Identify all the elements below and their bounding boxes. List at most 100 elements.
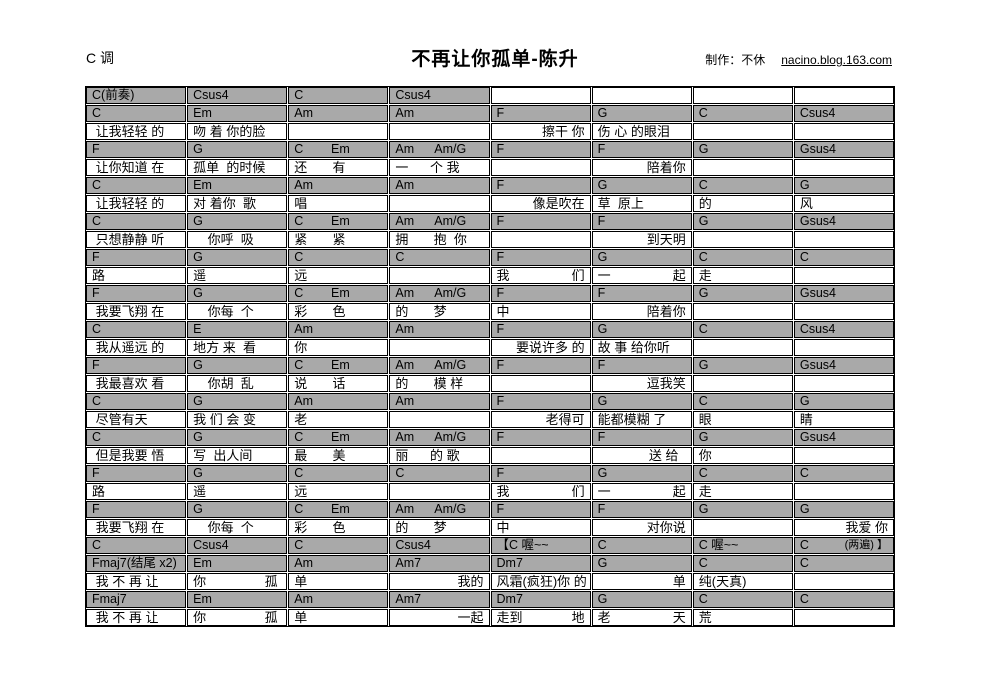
chord-cell: G — [591, 105, 692, 122]
lyric-cell: 单 — [591, 573, 692, 590]
lyric-cell — [692, 123, 793, 140]
chord-cell: Gsus4 — [793, 285, 894, 302]
lyric-cell: 到天明 — [591, 231, 692, 248]
chord-cell: C 喔~~ — [692, 537, 793, 554]
lyric-cell — [793, 303, 894, 320]
chord-cell: Csus4 — [389, 537, 490, 554]
lyric-cell: 老得可 — [490, 411, 591, 428]
chord-cell: C — [793, 555, 894, 572]
lyric-cell: 远 — [288, 483, 389, 500]
chord-cell: G — [793, 393, 894, 410]
lyric-cell: 我要飞翔 在 — [86, 519, 187, 536]
chord-cell: G — [591, 321, 692, 338]
lyric-cell: 我爱 你 — [793, 519, 894, 536]
lyric-cell: 让我轻轻 的 — [86, 195, 187, 212]
chord-cell: G — [793, 501, 894, 518]
chord-cell: Gsus4 — [793, 141, 894, 158]
chord-cell: Am — [288, 105, 389, 122]
chord-cell: C — [692, 105, 793, 122]
chord-cell: C — [692, 555, 793, 572]
lyric-cell: 一起 — [389, 609, 490, 626]
lyric-cell: 老 — [288, 411, 389, 428]
chord-cell: Am — [389, 177, 490, 194]
chord-cell: G — [187, 249, 288, 266]
chord-cell: Am Am/G — [389, 213, 490, 230]
lyric-cell: 擦干 你 — [490, 123, 591, 140]
chord-cell: Am Am/G — [389, 501, 490, 518]
lyric-cell: 唱 — [288, 195, 389, 212]
lyric-cell: 伤 心 的眼泪 — [591, 123, 692, 140]
lyric-cell — [793, 267, 894, 284]
lyric-cell: 我们 — [490, 267, 591, 284]
lyric-cell: 草 原上 — [591, 195, 692, 212]
cell-part-left: 老 — [597, 610, 611, 625]
lyric-cell — [793, 339, 894, 356]
lyric-cell — [389, 483, 490, 500]
lyric-cell: 走 — [692, 483, 793, 500]
lyric-cell: 逗我笑 — [591, 375, 692, 392]
chord-cell: F — [86, 141, 187, 158]
chord-cell: F — [490, 213, 591, 230]
lyric-cell: 中 — [490, 519, 591, 536]
chord-cell: F — [86, 357, 187, 374]
chord-cell: C — [86, 177, 187, 194]
chord-cell: C — [692, 591, 793, 608]
chord-cell: Em — [187, 177, 288, 194]
chord-cell: Am — [389, 393, 490, 410]
chord-cell: C Em — [288, 429, 389, 446]
lyric-cell: 像是吹在 — [490, 195, 591, 212]
lyric-cell — [389, 411, 490, 428]
chord-cell: G — [187, 501, 288, 518]
lyric-cell: 睛 — [793, 411, 894, 428]
chord-cell: Am — [288, 177, 389, 194]
chord-cell: G — [187, 213, 288, 230]
lyric-cell: 眼 — [692, 411, 793, 428]
lyric-cell — [793, 231, 894, 248]
chord-cell: G — [692, 357, 793, 374]
chord-cell: Am — [389, 105, 490, 122]
chord-cell: C Em — [288, 357, 389, 374]
lyric-cell: 地方 来 看 — [187, 339, 288, 356]
chord-cell: C — [288, 87, 389, 104]
cell-part-right: 起 — [672, 268, 686, 283]
lyric-cell — [490, 159, 591, 176]
lyric-cell: 陪着你 — [591, 159, 692, 176]
lyric-cell — [389, 195, 490, 212]
credit-link[interactable]: nacino.blog.163.com — [781, 53, 892, 67]
key-label: C 调 — [86, 50, 114, 66]
chord-cell: Dm7 — [490, 591, 591, 608]
chord-cell: F — [490, 249, 591, 266]
lyric-cell — [490, 231, 591, 248]
lyric-cell: 我 不 再 让 — [86, 609, 187, 626]
chord-cell: Gsus4 — [793, 213, 894, 230]
lyric-cell: 你每 个 — [187, 303, 288, 320]
lyric-cell: 远 — [288, 267, 389, 284]
cell-part-left: 我 — [496, 484, 510, 499]
lyric-cell — [692, 159, 793, 176]
cell-part-right: 地 — [571, 610, 585, 625]
chord-cell: Am — [389, 321, 490, 338]
cell-part-right: 天 — [672, 610, 686, 625]
lyric-cell: 你 — [692, 447, 793, 464]
lyric-cell: 对 着你 歌 — [187, 195, 288, 212]
lyric-cell: 我 不 再 让 — [86, 573, 187, 590]
lyric-cell — [793, 159, 894, 176]
chord-cell: Em — [187, 591, 288, 608]
chord-cell: C — [288, 465, 389, 482]
credit-label: 制作：不休 — [705, 53, 766, 67]
lyric-cell: 你孤 — [187, 609, 288, 626]
lyric-cell: 单 — [288, 573, 389, 590]
chord-cell: F — [86, 465, 187, 482]
lyric-cell — [389, 267, 490, 284]
lyric-cell: 让你知道 在 — [86, 159, 187, 176]
chord-cell: Am — [288, 393, 389, 410]
chord-cell: F — [591, 357, 692, 374]
chord-cell: C — [591, 537, 692, 554]
chord-cell: C — [692, 393, 793, 410]
cell-part-right: (两遍) 】 — [844, 539, 888, 551]
chord-cell: F — [591, 429, 692, 446]
cell-part-left: 你 — [193, 610, 207, 625]
lyric-cell: 但是我要 悟 — [86, 447, 187, 464]
lyric-cell: 孤单 的时候 — [187, 159, 288, 176]
chord-cell: G — [187, 141, 288, 158]
